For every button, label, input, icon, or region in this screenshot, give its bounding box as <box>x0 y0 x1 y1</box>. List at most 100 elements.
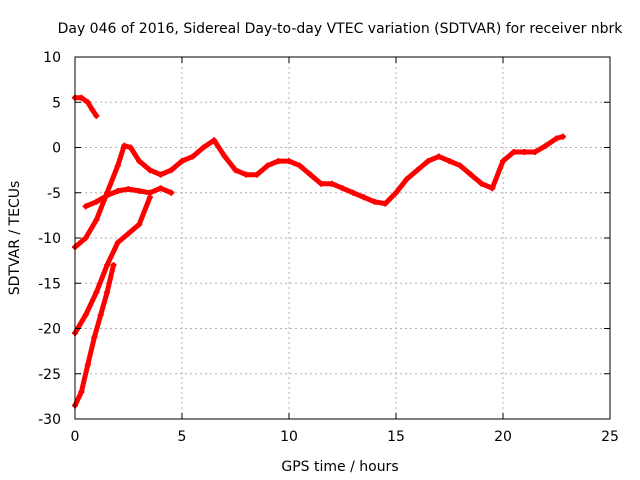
data-point <box>82 311 89 318</box>
y-tick-label: 10 <box>43 50 61 66</box>
data-point <box>425 158 432 165</box>
y-tick-label: -15 <box>38 276 61 292</box>
series-line <box>72 95 99 119</box>
data-point <box>78 94 85 101</box>
data-point <box>286 158 292 165</box>
y-tick-label: -20 <box>38 322 61 338</box>
data-point <box>168 189 175 196</box>
data-point <box>157 171 164 178</box>
data-point <box>157 185 164 192</box>
y-axis-ticks: 10 5 0 -5 -10 -15 -20 -25 -30 <box>38 50 610 428</box>
series-rising-upper <box>72 194 153 337</box>
data-point <box>500 158 506 165</box>
x-tick-label: 25 <box>601 429 619 445</box>
grid <box>75 57 610 419</box>
data-point <box>136 158 143 165</box>
data-point <box>97 311 104 318</box>
data-point <box>532 149 539 156</box>
data-point <box>393 189 399 196</box>
data-point <box>510 149 517 156</box>
x-axis-ticks: 0 5 10 15 20 25 <box>71 57 619 445</box>
data-point <box>114 187 121 194</box>
y-tick-label: -30 <box>38 412 61 428</box>
data-point <box>489 185 496 192</box>
data-point <box>110 262 117 269</box>
data-point <box>89 106 96 113</box>
data-point <box>146 167 153 174</box>
x-tick-label: 0 <box>71 429 80 445</box>
chart-title: Day 046 of 2016, Sidereal Day-to-day VTE… <box>58 21 624 37</box>
data-point <box>307 171 314 178</box>
data-point <box>104 289 111 296</box>
data-point <box>521 149 528 156</box>
data-point <box>211 137 218 144</box>
data-point <box>91 334 98 341</box>
data-point <box>200 144 207 151</box>
data-point <box>328 180 335 187</box>
data-point <box>179 158 185 165</box>
data-point <box>93 112 100 119</box>
series-mid-arc <box>82 185 175 210</box>
data-point <box>136 221 143 228</box>
data-point <box>104 262 111 269</box>
data-point <box>264 162 271 169</box>
data-point <box>232 167 239 174</box>
data-series <box>72 94 566 409</box>
y-tick-label: -25 <box>38 367 61 383</box>
data-point <box>121 142 128 149</box>
data-point <box>125 186 132 193</box>
x-tick-label: 5 <box>178 429 187 445</box>
series-main-track <box>72 133 566 251</box>
data-point <box>127 144 134 151</box>
data-point <box>350 189 357 196</box>
data-point <box>382 200 389 207</box>
x-tick-label: 20 <box>494 429 512 445</box>
data-point <box>146 194 153 201</box>
data-point <box>403 176 410 183</box>
y-tick-label: 5 <box>52 95 61 111</box>
data-point <box>136 187 143 194</box>
x-tick-label: 15 <box>387 429 405 445</box>
data-point <box>78 388 85 395</box>
data-point <box>93 198 100 205</box>
data-point <box>168 167 175 174</box>
data-point <box>253 171 260 178</box>
data-point <box>84 361 91 368</box>
x-axis-label: GPS time / hours <box>281 459 398 475</box>
y-tick-label: -5 <box>47 186 61 202</box>
data-point <box>104 192 111 199</box>
data-point <box>189 153 196 160</box>
data-point <box>114 162 121 169</box>
data-point <box>318 180 325 187</box>
data-point <box>243 171 250 178</box>
data-point <box>221 153 228 160</box>
y-axis-label: SDTVAR / TECUs <box>7 181 23 296</box>
data-point <box>542 142 549 149</box>
data-point <box>553 135 560 142</box>
series-early-high <box>72 94 100 119</box>
data-point <box>93 216 100 223</box>
data-point <box>125 230 132 237</box>
data-point <box>360 194 367 201</box>
data-point <box>457 162 464 169</box>
data-point <box>93 289 100 296</box>
data-point <box>339 185 346 192</box>
data-point <box>371 198 378 205</box>
data-point <box>446 158 453 165</box>
data-point <box>467 171 474 178</box>
data-point <box>559 133 566 140</box>
data-point <box>275 158 282 165</box>
data-point <box>82 203 89 210</box>
data-point <box>414 167 421 174</box>
y-tick-label: 0 <box>52 141 61 157</box>
data-point <box>478 180 485 187</box>
data-point <box>296 162 303 169</box>
data-point <box>435 153 442 160</box>
data-point <box>82 235 89 241</box>
x-tick-label: 10 <box>280 429 298 445</box>
series-line <box>72 194 153 336</box>
data-point <box>114 239 121 246</box>
y-tick-label: -10 <box>38 231 61 247</box>
data-point <box>84 99 91 106</box>
